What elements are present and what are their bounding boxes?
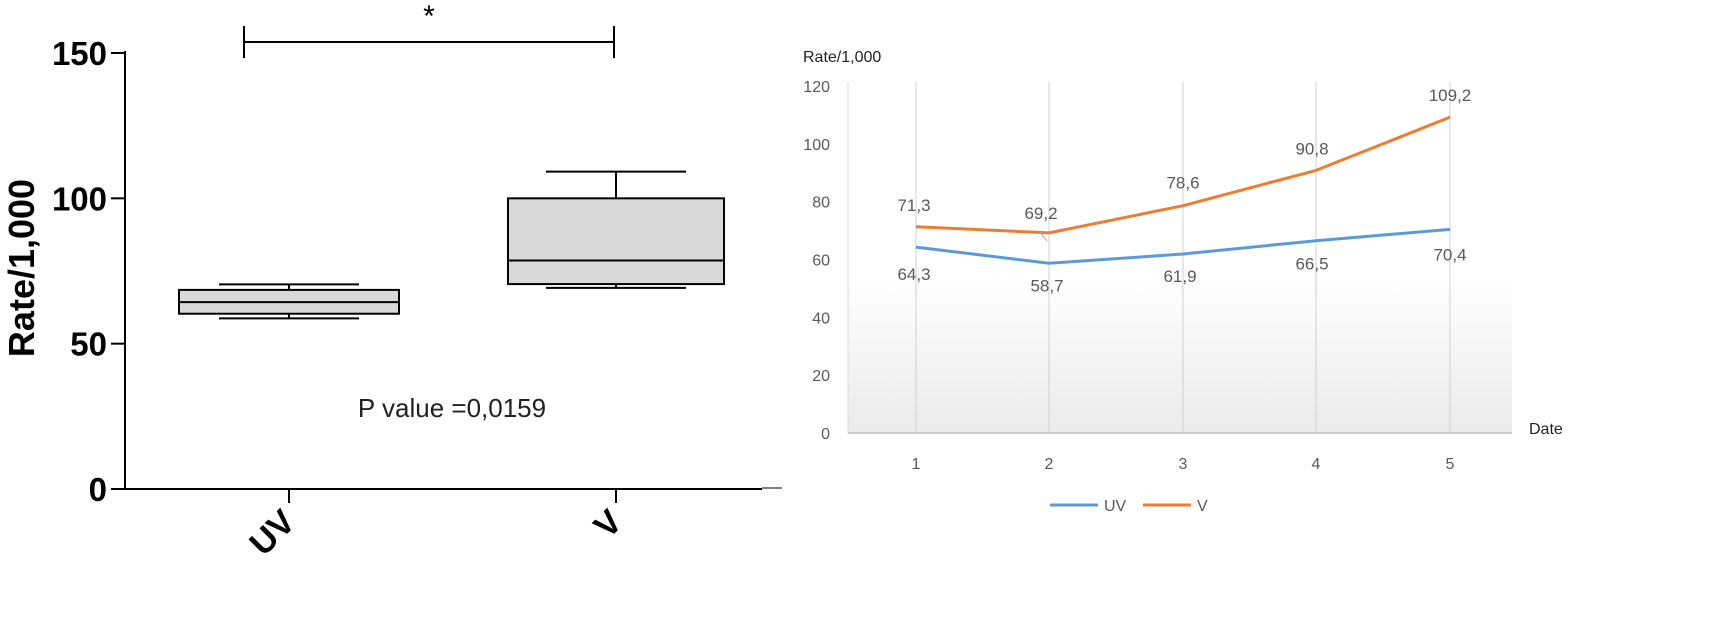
x-tick-label: 4 [1312, 456, 1321, 473]
p-value-annotation: P value =0,0159 [358, 393, 546, 423]
x-axis-label: Date [1529, 421, 1563, 438]
y-tick-label: 100 [52, 180, 107, 217]
legend-label-v: V [1197, 498, 1208, 515]
x-tick-label: 1 [912, 456, 921, 473]
x-tick-label: V [587, 503, 630, 546]
data-label-v: 109,2 [1429, 86, 1472, 105]
y-axis-label: Rate/1,000 [1, 179, 42, 357]
data-label-uv: 61,9 [1163, 267, 1196, 286]
data-label-v: 69,2 [1024, 204, 1057, 223]
y-axis-label: Rate/1,000 [803, 49, 881, 66]
y-tick-label: 0 [821, 426, 830, 443]
y-tick-label: 150 [52, 35, 107, 72]
box-plot: 0 50 100 150 Rate/1,000 UV V * P value =0,0159 [1, 0, 782, 563]
data-label-v: 90,8 [1295, 139, 1328, 158]
x-tick-label: 3 [1179, 456, 1188, 473]
y-tick-label: 80 [812, 195, 830, 212]
data-label-uv: 64,3 [897, 265, 930, 284]
series-line-uv [915, 227, 1451, 265]
y-tick-label: 50 [70, 326, 107, 363]
data-label-uv: 66,5 [1295, 255, 1328, 274]
significance-star: * [423, 0, 435, 33]
line-chart: 0 20 40 60 80 100 120 1 2 3 4 5 Rate/1,000 Date 64,3 58… [803, 49, 1563, 515]
data-label-uv: 58,7 [1030, 276, 1063, 295]
data-label-v: 71,3 [897, 196, 930, 215]
data-label-uv: 70,4 [1433, 245, 1466, 264]
y-tick-label: 20 [812, 368, 830, 385]
label-leader-line [1039, 231, 1048, 242]
x-tick-label: UV [242, 503, 302, 563]
x-tick-label: 5 [1446, 456, 1455, 473]
legend-label-uv: UV [1104, 498, 1127, 515]
box-V [507, 197, 725, 286]
y-tick-label: 40 [812, 310, 830, 327]
plot-area [848, 82, 1512, 433]
data-label-v: 78,6 [1166, 174, 1199, 193]
y-tick-label: 100 [803, 137, 830, 154]
y-tick-label: 0 [89, 471, 107, 508]
series-line-v [915, 115, 1451, 235]
y-tick-label: 60 [812, 253, 830, 270]
x-tick-label: 2 [1045, 456, 1054, 473]
y-tick-label: 120 [803, 79, 830, 96]
